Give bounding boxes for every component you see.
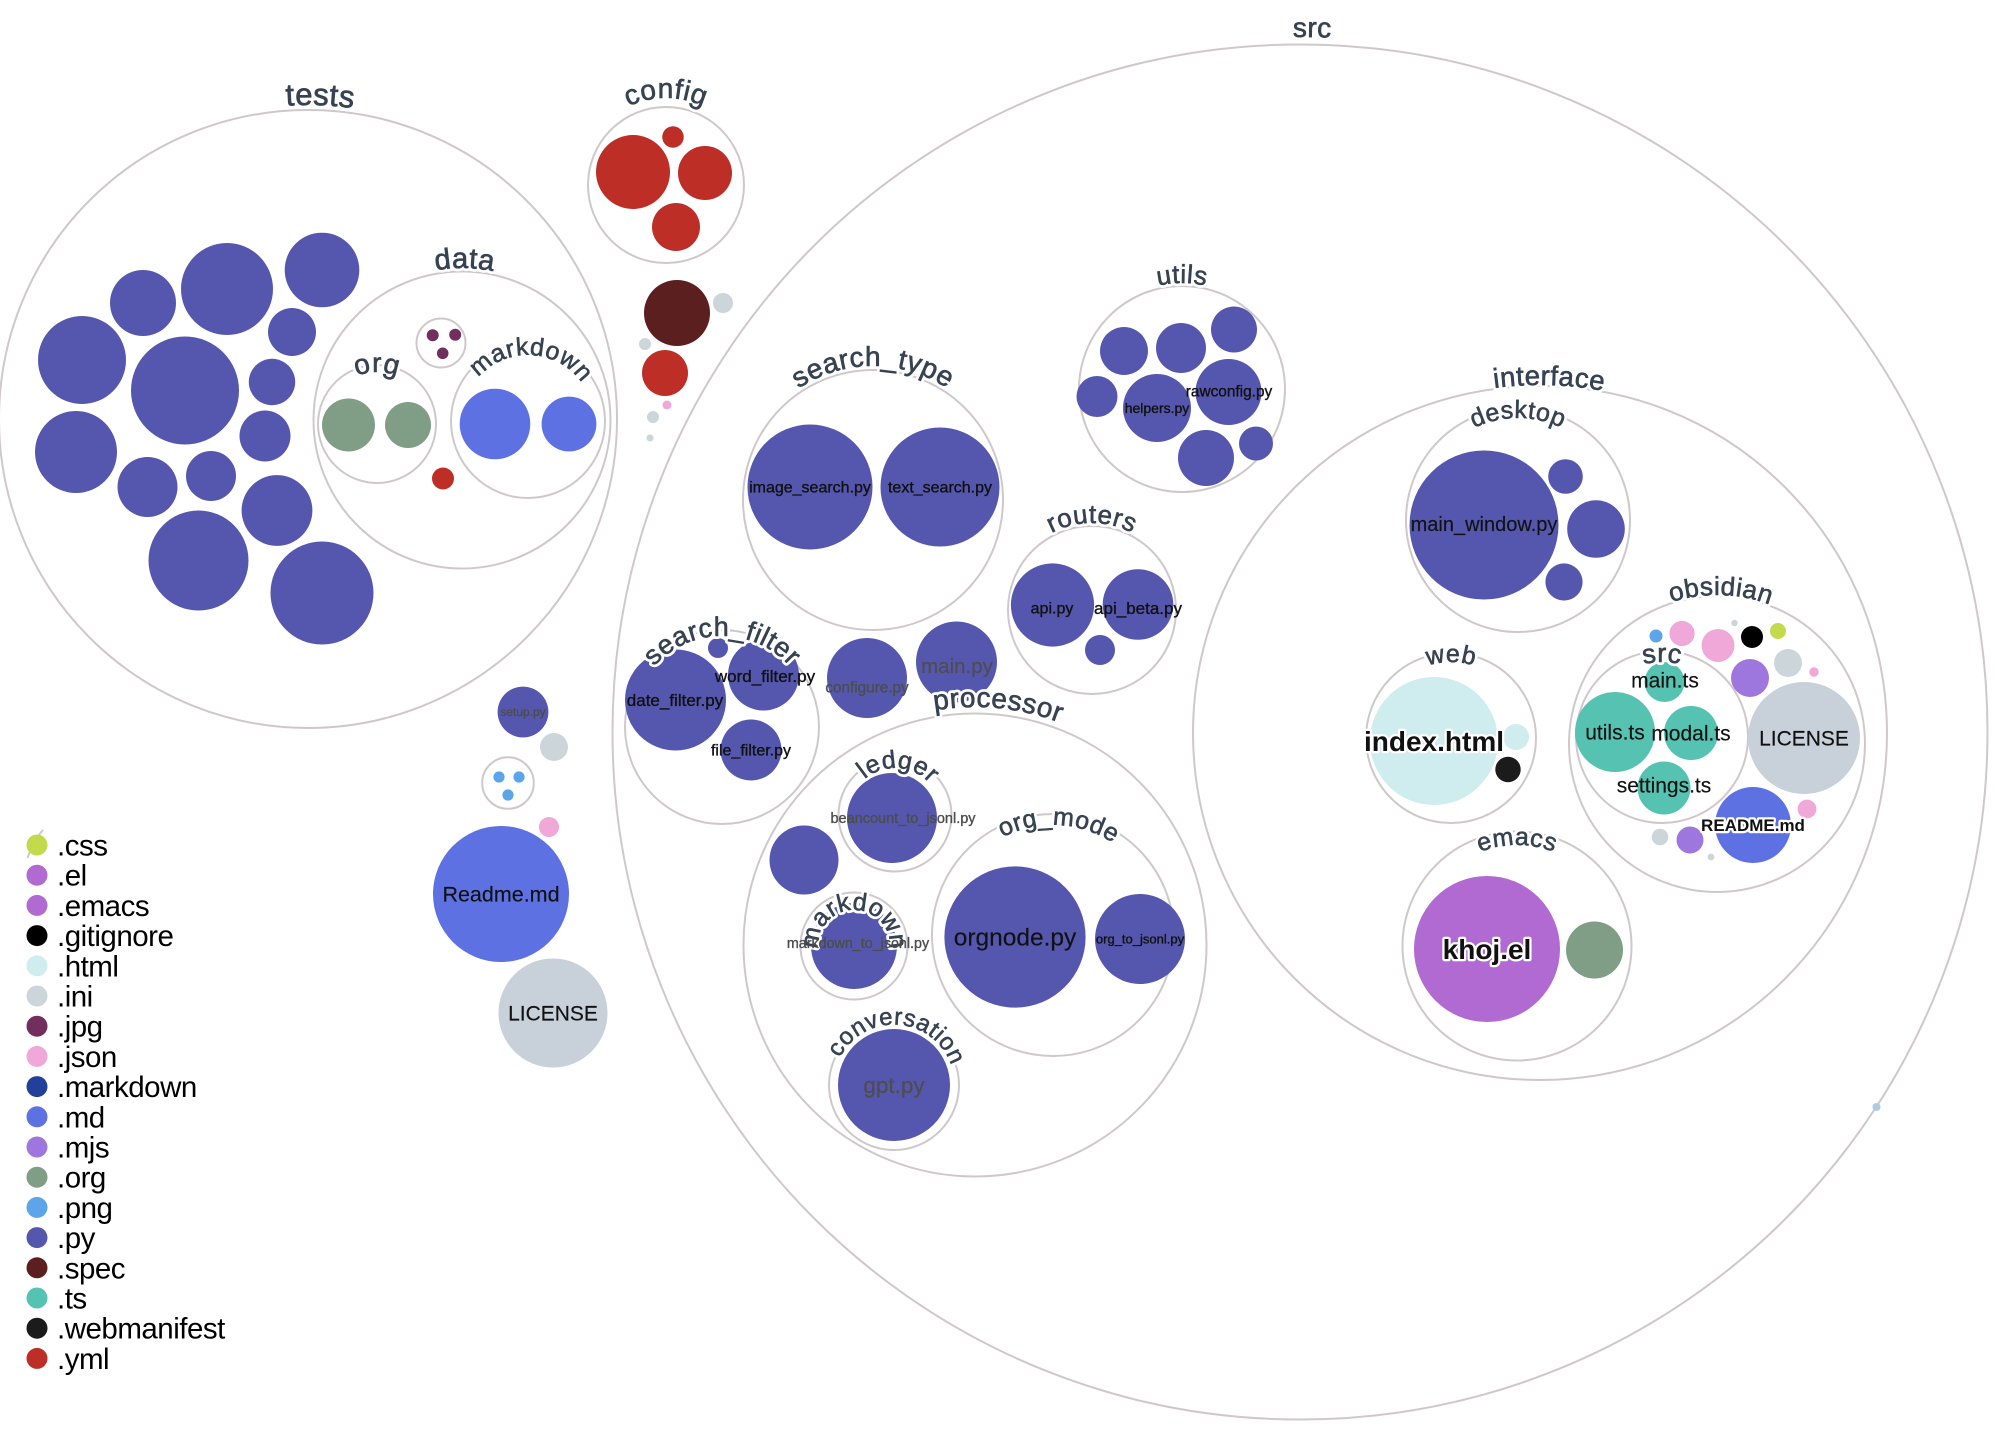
- svg-text:src: src: [1293, 12, 1332, 44]
- svg-text:configure.py: configure.py: [825, 679, 909, 696]
- svg-text:.jpg: .jpg: [57, 1011, 103, 1044]
- svg-text:word_filter.py: word_filter.py: [714, 667, 816, 686]
- svg-text:data: data: [433, 243, 498, 278]
- svg-text:settings.ts: settings.ts: [1617, 774, 1712, 797]
- svg-text:interface: interface: [1491, 360, 1608, 397]
- svg-text:date_filter.py: date_filter.py: [627, 691, 724, 710]
- svg-text:LICENSE: LICENSE: [508, 1002, 598, 1025]
- svg-text:api.py: api.py: [1031, 601, 1074, 618]
- svg-text:.json: .json: [57, 1041, 117, 1074]
- svg-text:index.html: index.html: [1364, 726, 1504, 757]
- svg-text:.html: .html: [57, 950, 118, 983]
- svg-text:setup.py: setup.py: [500, 705, 545, 719]
- svg-text:org: org: [350, 347, 403, 381]
- svg-text:file_filter.py: file_filter.py: [711, 743, 791, 760]
- svg-text:main_window.py: main_window.py: [1411, 514, 1558, 536]
- svg-text:main.ts: main.ts: [1631, 669, 1699, 692]
- svg-text:.spec: .spec: [57, 1252, 125, 1285]
- svg-text:utils.ts: utils.ts: [1585, 721, 1645, 744]
- svg-text:web: web: [1423, 640, 1480, 671]
- svg-text:text_search.py: text_search.py: [888, 480, 992, 497]
- svg-text:.emacs: .emacs: [57, 890, 149, 923]
- svg-text:.ts: .ts: [57, 1283, 87, 1316]
- svg-text:api_beta.py: api_beta.py: [1094, 599, 1182, 618]
- svg-text:.yml: .yml: [57, 1343, 109, 1376]
- svg-text:main.py: main.py: [921, 655, 994, 678]
- svg-text:.md: .md: [57, 1101, 105, 1134]
- svg-text:image_search.py: image_search.py: [749, 480, 871, 497]
- svg-text:src: src: [1640, 638, 1684, 670]
- svg-text:LICENSE: LICENSE: [1759, 727, 1849, 750]
- svg-text:Readme.md: Readme.md: [442, 883, 559, 907]
- svg-text:rawconfig.py: rawconfig.py: [1186, 383, 1273, 400]
- svg-text:.webmanifest: .webmanifest: [57, 1313, 225, 1346]
- svg-text:README.md: README.md: [1701, 816, 1805, 835]
- svg-text:interface: interface: [1491, 360, 1608, 397]
- svg-text:orgnode.py: orgnode.py: [954, 925, 1077, 952]
- svg-text:.el: .el: [57, 860, 87, 893]
- svg-text:khoj.el: khoj.el: [1443, 934, 1532, 965]
- svg-text:tests: tests: [285, 77, 358, 115]
- svg-text:helpers.py: helpers.py: [1125, 400, 1190, 416]
- svg-text:.mjs: .mjs: [57, 1132, 109, 1165]
- svg-text:utils: utils: [1154, 259, 1210, 292]
- svg-text:.markdown: .markdown: [57, 1071, 197, 1104]
- svg-text:beancount_to_jsonl.py: beancount_to_jsonl.py: [830, 811, 976, 827]
- svg-text:data: data: [433, 243, 498, 278]
- svg-text:src: src: [1640, 638, 1684, 670]
- svg-text:.gitignore: .gitignore: [57, 920, 173, 953]
- svg-text:gpt.py: gpt.py: [863, 1073, 925, 1098]
- svg-text:org_to_jsonl.py: org_to_jsonl.py: [1096, 932, 1185, 947]
- svg-text:web: web: [1423, 640, 1480, 671]
- svg-text:.py: .py: [57, 1222, 96, 1255]
- svg-text:utils: utils: [1154, 259, 1210, 292]
- svg-text:markdown_to_jsonl.py: markdown_to_jsonl.py: [787, 936, 930, 952]
- svg-text:.png: .png: [57, 1192, 112, 1225]
- svg-text:.css: .css: [57, 830, 107, 863]
- svg-text:src: src: [1293, 12, 1332, 44]
- svg-text:.org: .org: [57, 1162, 106, 1195]
- svg-text:modal.ts: modal.ts: [1651, 722, 1730, 745]
- svg-text:org: org: [350, 347, 403, 381]
- svg-text:.ini: .ini: [57, 981, 93, 1014]
